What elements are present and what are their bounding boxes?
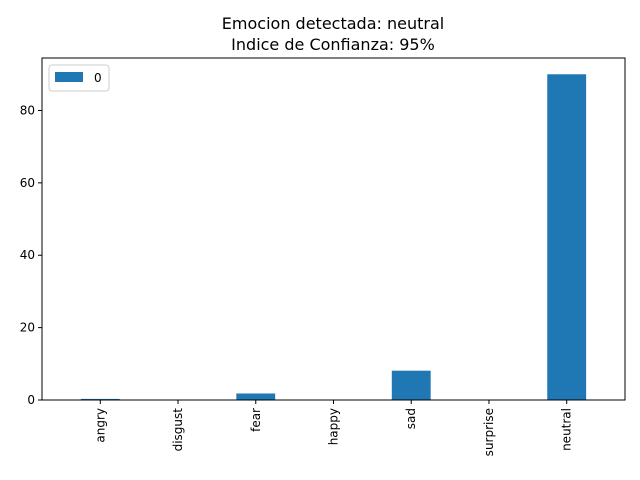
y-tick-label-80: 80 (20, 103, 35, 117)
bars-layer (80, 74, 587, 401)
bar-fear (236, 393, 276, 400)
x-tick-label-disgust: disgust (171, 408, 185, 452)
x-tick-label-fear: fear (249, 408, 263, 432)
y-axis-ticks: 0 20 40 60 80 (20, 103, 42, 407)
x-tick-label-happy: happy (327, 408, 341, 445)
legend: 0 (48, 64, 110, 92)
x-tick-label-sad: sad (404, 408, 418, 429)
chart-title-line1: Emocion detectada: neutral (222, 14, 444, 33)
x-tick-label-angry: angry (93, 408, 107, 443)
x-tick-label-surprise: surprise (482, 408, 496, 456)
bar-neutral (547, 74, 587, 401)
y-tick-label-20: 20 (20, 321, 35, 335)
plot-area-frame (41, 57, 626, 401)
chart-title-line2: Indice de Confianza: 95% (231, 35, 435, 54)
y-tick-label-40: 40 (20, 248, 35, 262)
y-tick-label-60: 60 (20, 176, 35, 190)
x-axis-ticks: angry disgust fear happy sad surprise neutral (93, 400, 574, 456)
bar-angry (80, 398, 120, 400)
legend-swatch (55, 72, 83, 82)
legend-label: 0 (94, 71, 102, 85)
bar-sad (391, 370, 431, 400)
x-tick-label-neutral: neutral (560, 408, 574, 451)
y-tick-label-0: 0 (27, 393, 35, 407)
